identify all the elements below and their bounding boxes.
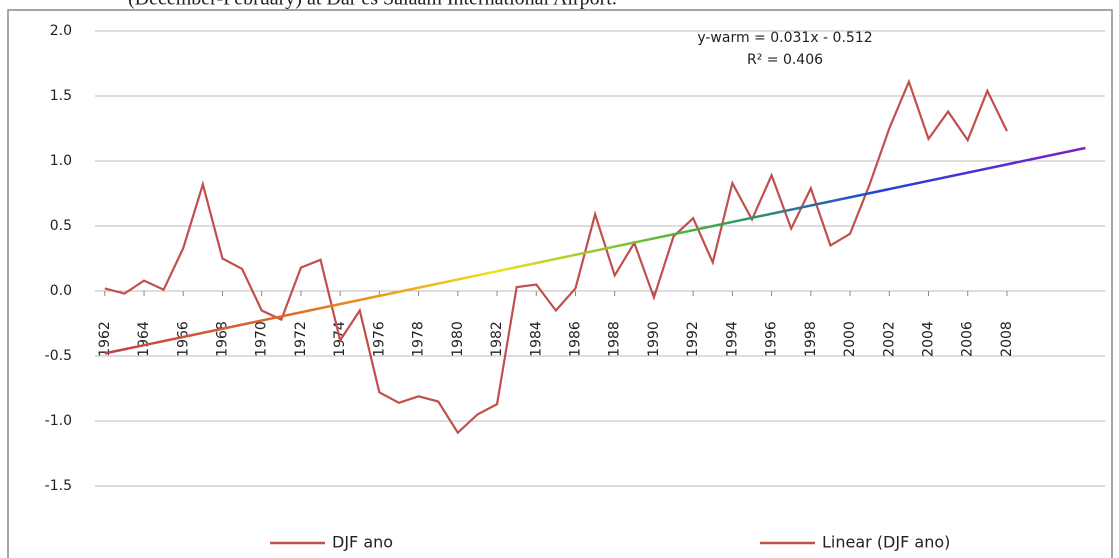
x-tick-label: 2006 xyxy=(960,321,976,357)
x-tick-label: 1988 xyxy=(607,321,623,357)
trend-line xyxy=(104,146,1086,355)
x-tick-label: 1980 xyxy=(450,321,466,357)
x-tick-label: 1964 xyxy=(136,321,152,357)
y-tick-label: -0.5 xyxy=(45,348,72,364)
r-squared: R² = 0.406 xyxy=(747,52,823,68)
x-tick-label: 1962 xyxy=(97,321,113,357)
legend-label: Linear (DJF ano) xyxy=(822,533,950,552)
y-tick-label: -1.5 xyxy=(45,478,72,494)
y-tick-label: 0.0 xyxy=(50,283,72,299)
x-tick-label: 1998 xyxy=(803,321,819,357)
y-tick-label: 1.0 xyxy=(50,153,72,169)
y-tick-label: 0.5 xyxy=(50,218,72,234)
data-line xyxy=(104,78,1008,435)
x-tick-label: 1986 xyxy=(567,321,583,357)
chart-frame xyxy=(7,9,1113,558)
x-tick-label: 2000 xyxy=(842,321,858,357)
x-tick-label: 1982 xyxy=(489,321,505,357)
caption: (December-February) at Dar es Salaam Int… xyxy=(128,0,617,10)
x-tick-label: 2008 xyxy=(999,321,1015,357)
x-tick-label: 1990 xyxy=(646,321,662,357)
x-tick-label: 1966 xyxy=(175,321,191,357)
y-tick-label: 2.0 xyxy=(50,23,72,39)
legend-label: DJF ano xyxy=(332,533,393,552)
y-tick-label: 1.5 xyxy=(50,88,72,104)
x-tick-label: 1976 xyxy=(371,321,387,357)
x-tick-label: 1972 xyxy=(293,321,309,357)
x-tick-label: 2004 xyxy=(920,321,936,357)
x-tick-label: 1994 xyxy=(724,321,740,357)
x-tick-label: 2002 xyxy=(881,321,897,357)
x-tick-label: 1984 xyxy=(528,321,544,357)
x-tick-label: 1996 xyxy=(764,321,780,357)
x-tick-label: 1992 xyxy=(685,321,701,357)
equation: y-warm = 0.031x - 0.512 xyxy=(697,30,872,46)
x-tick-label: 1970 xyxy=(254,321,270,357)
x-tick-label: 1978 xyxy=(411,321,427,357)
y-tick-label: -1.0 xyxy=(45,413,72,429)
